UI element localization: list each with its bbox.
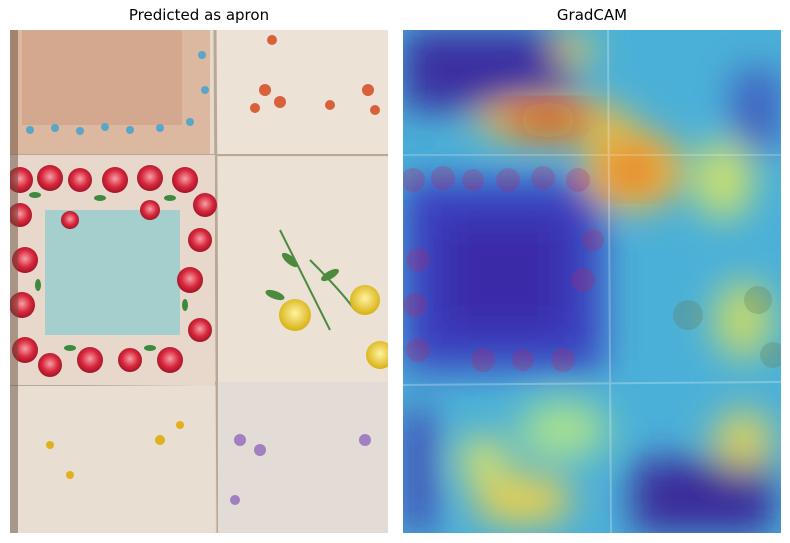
original-image: [10, 30, 388, 533]
right-panel-title: GradCAM: [556, 6, 628, 24]
left-panel-title: Predicted as apron: [128, 6, 270, 24]
gradcam-image: [403, 30, 781, 533]
gradcam-heatmap: [403, 30, 781, 533]
quilt-photo: [10, 30, 388, 533]
